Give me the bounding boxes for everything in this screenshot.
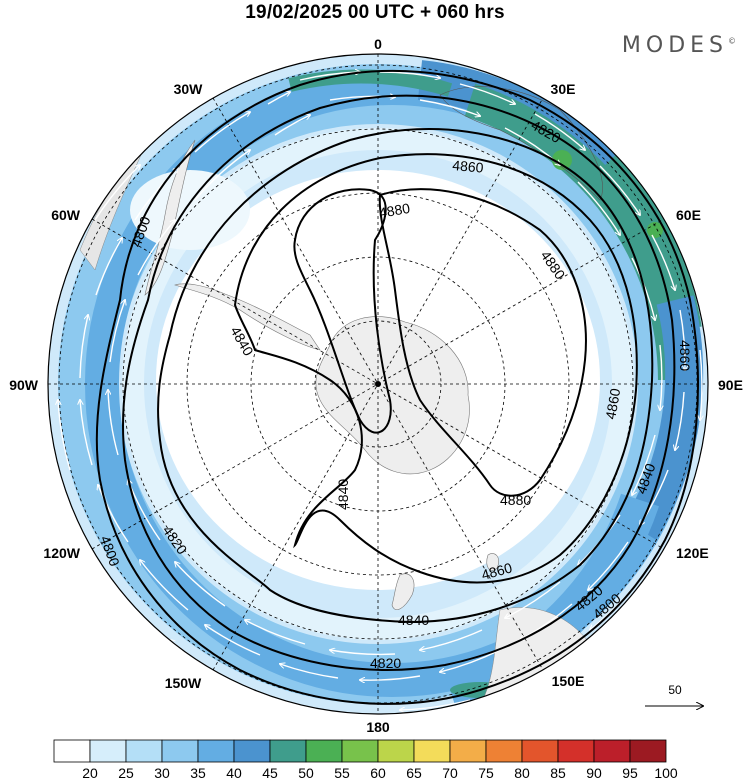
contour-label: 4840 (398, 612, 429, 628)
contour-label: 4860 (677, 340, 693, 371)
south-america (144, 139, 196, 296)
colorbar-label: 60 (370, 765, 386, 781)
colorbar-swatch (89, 739, 127, 763)
lon-label-30w: 30W (174, 81, 204, 97)
colorbar-label: 70 (442, 765, 458, 781)
colorbar-swatch (341, 739, 379, 763)
colorbar-label: 80 (514, 765, 530, 781)
colorbar-label: 85 (550, 765, 566, 781)
modes-logo: MODES© (622, 33, 736, 58)
colorbar-swatch (521, 739, 559, 763)
colorbar-swatch (593, 739, 631, 763)
lon-label-120w: 120W (43, 545, 80, 561)
map-title: 19/02/2025 00 UTC + 060 hrs (245, 2, 505, 23)
lon-label-180: 180 (366, 719, 390, 735)
new-zealand (391, 573, 415, 610)
colorbar-swatch (233, 739, 271, 763)
land (79, 86, 603, 706)
colorbar-swatch (125, 739, 163, 763)
colorbar-label: 30 (154, 765, 170, 781)
map-boundary (47, 53, 709, 715)
copyright-mark: © (728, 36, 736, 46)
antarctica (315, 316, 470, 475)
contour-label: 4860 (602, 387, 623, 421)
contour-label: 4860 (452, 157, 485, 176)
colorbar-swatch (377, 739, 415, 763)
colorbar-swatch (197, 739, 235, 763)
colorbar-label: 25 (118, 765, 134, 781)
lon-label-150w: 150W (165, 675, 202, 691)
colorbar-swatch (449, 739, 487, 763)
south-pole-marker (375, 381, 381, 387)
contour-label: 4820 (370, 655, 401, 671)
contour-4880-east (378, 188, 587, 497)
brand-text: MODES (621, 33, 728, 58)
lon-label-90w: 90W (9, 377, 39, 393)
contour-label: 4860 (480, 559, 514, 583)
longitude-labels: 0 30E 60E 90E 120E 150E 180 150W 120W 90… (9, 36, 743, 735)
colorbar-label: 55 (334, 765, 350, 781)
lon-label-120e: 120E (676, 545, 709, 561)
colorbar-swatch (413, 739, 451, 763)
wind-reference: 50 (645, 683, 703, 706)
lon-label-60e: 60E (676, 207, 701, 223)
colorbar-swatch (629, 739, 667, 763)
contour-4800 (95, 69, 699, 705)
colorbar: 20 25 30 35 40 45 50 55 60 65 70 75 80 85 90 95 100 (53, 739, 678, 781)
colorbar-label: 50 (298, 765, 314, 781)
contour-4820 (122, 94, 676, 671)
tasmania (486, 553, 499, 571)
colorbar-swatch (485, 739, 523, 763)
colorbar-swatch (53, 739, 91, 763)
colorbar-swatch (305, 739, 343, 763)
lon-label-90e: 90E (718, 377, 743, 393)
colorbar-label: 90 (586, 765, 602, 781)
antarctic-peninsula (174, 283, 321, 351)
contour-label: 4880 (500, 492, 531, 508)
lon-label-60w: 60W (51, 207, 81, 223)
colorbar-label: 75 (478, 765, 494, 781)
colorbar-label: 40 (226, 765, 242, 781)
colorbar-label: 95 (622, 765, 638, 781)
contour-4840 (157, 128, 654, 624)
geopotential-contours (95, 69, 699, 705)
africa (439, 86, 603, 201)
colorbar-label: 45 (262, 765, 278, 781)
lon-label-0: 0 (374, 36, 382, 52)
colorbar-label: 65 (406, 765, 422, 781)
colorbar-label: 35 (190, 765, 206, 781)
colorbar-swatch (269, 739, 307, 763)
colorbar-swatch (557, 739, 595, 763)
contour-label: 4880 (378, 200, 412, 221)
wind-reference-label: 50 (668, 683, 682, 697)
contour-4860 (233, 153, 638, 584)
lon-label-30e: 30E (551, 81, 576, 97)
lon-label-150e: 150E (552, 673, 585, 689)
colorbar-label: 20 (82, 765, 98, 781)
colorbar-swatch (161, 739, 199, 763)
contour-4880-west (293, 188, 392, 434)
colorbar-label: 100 (654, 765, 678, 781)
contour-label: 4840 (335, 479, 351, 510)
